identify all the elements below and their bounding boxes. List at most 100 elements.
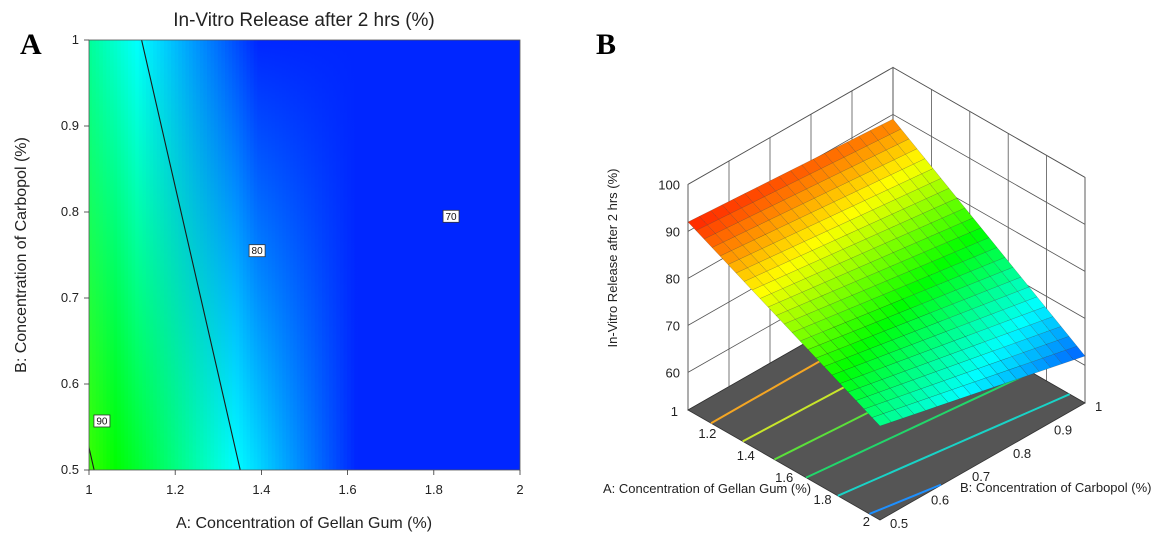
heatmap-strip — [207, 40, 212, 470]
heatmap-strip — [390, 40, 395, 470]
heatmap-strip — [422, 40, 428, 470]
heatmap-strip — [440, 40, 446, 470]
surface-facet — [1057, 335, 1078, 351]
surface-facet — [1025, 296, 1046, 312]
contour-chart-title: In-Vitro Release after 2 hrs (%) — [173, 10, 435, 31]
heatmap-strip — [163, 40, 169, 470]
surface-facet — [1049, 326, 1070, 341]
heatmap-strip — [379, 40, 385, 470]
heatmap-strip — [487, 40, 492, 470]
heatmap-strip — [411, 40, 417, 470]
contour-label-box — [442, 209, 460, 223]
heatmap-strip — [181, 40, 187, 470]
heatmap-strip — [185, 40, 191, 470]
heatmap-strip — [393, 40, 399, 470]
heatmap-strip — [454, 40, 460, 470]
y-tick-label: 0.5 — [61, 462, 79, 477]
heatmap-strip — [505, 40, 510, 470]
heatmap-strip — [321, 40, 327, 470]
heatmap-strip — [89, 40, 94, 470]
x3d-tick-label: 1 — [671, 404, 678, 419]
y3d-tick-label: 0.9 — [1054, 422, 1072, 437]
x3d-tick-label: 1.4 — [737, 448, 755, 463]
z-tick-label: 80 — [666, 271, 680, 286]
heatmap-strip — [178, 40, 183, 470]
surface-y-axis-label: B: Concentration of Carbopol (%) — [960, 480, 1151, 495]
heatmap-strip — [110, 40, 115, 470]
z-tick-label: 100 — [658, 177, 680, 192]
heatmap-strip — [375, 40, 381, 470]
heatmap-strip — [357, 40, 363, 470]
heatmap-strip — [196, 40, 201, 470]
x3d-tick-label: 1.2 — [698, 426, 716, 441]
heatmap-strip — [171, 40, 176, 470]
surface-facet — [1033, 306, 1054, 322]
heatmap-strip — [203, 40, 209, 470]
heatmap-strip — [508, 40, 514, 470]
heatmap-strip — [268, 40, 273, 470]
x-tick-label: 1.4 — [252, 482, 270, 497]
heatmap-strip — [472, 40, 478, 470]
floor-contour — [869, 483, 942, 515]
response-surface — [687, 118, 1086, 427]
y-tick-label: 0.6 — [61, 376, 79, 391]
contour-x-axis-label: A: Concentration of Gellan Gum (%) — [176, 515, 432, 532]
heatmap-strip — [174, 40, 180, 470]
heatmap-strip — [451, 40, 456, 470]
x-tick-label: 2 — [516, 482, 523, 497]
y3d-tick-label: 0.8 — [1013, 446, 1031, 461]
heatmap-strip — [106, 40, 112, 470]
heatmap-strip — [224, 40, 230, 470]
heatmap-strip — [429, 40, 435, 470]
heatmap-strip — [142, 40, 147, 470]
heatmap-strip — [156, 40, 162, 470]
heatmap-strip — [383, 40, 388, 470]
heatmap-strip — [325, 40, 331, 470]
surface-facet — [993, 256, 1014, 273]
heatmap-strip — [408, 40, 413, 470]
heatmap-strip — [120, 40, 126, 470]
contour-y-axis-label: B: Concentration of Carbopol (%) — [13, 137, 30, 373]
heatmap-strip — [476, 40, 481, 470]
heatmap-strip — [149, 40, 155, 470]
heatmap-strip — [307, 40, 313, 470]
heatmap-strip — [365, 40, 370, 470]
heatmap-strip — [153, 40, 158, 470]
heatmap-strip — [339, 40, 345, 470]
heatmap-strip — [343, 40, 349, 470]
contour-label-70: 70 — [445, 212, 457, 223]
contour-label-box — [93, 414, 111, 428]
heatmap-strip — [286, 40, 291, 470]
x-tick-label: 1.2 — [166, 482, 184, 497]
z-tick-label: 70 — [666, 318, 680, 333]
heatmap-strip — [347, 40, 352, 470]
heatmap-strip — [329, 40, 334, 470]
y3d-tick-label: 0.6 — [931, 493, 949, 508]
heatmap-strip — [131, 40, 137, 470]
heatmap-strip — [311, 40, 316, 470]
heatmap-strip — [404, 40, 410, 470]
panel-b-label: B — [596, 28, 616, 61]
heatmap-strip — [368, 40, 374, 470]
heatmap-strip — [300, 40, 305, 470]
x3d-tick-label: 1.8 — [814, 492, 832, 507]
y3d-tick-label: 1 — [1095, 399, 1102, 414]
heatmap-strip — [210, 40, 216, 470]
heatmap-strip — [264, 40, 270, 470]
heatmap-strip — [278, 40, 284, 470]
heatmap-strip — [235, 40, 241, 470]
heatmap-strip — [128, 40, 133, 470]
heatmap-strip — [102, 40, 108, 470]
heatmap-strip — [361, 40, 367, 470]
contour-plot-frame — [88, 39, 521, 471]
heatmap-strip — [318, 40, 323, 470]
floor-contour — [837, 393, 1071, 497]
x-tick-label: 1 — [85, 482, 92, 497]
y3d-tick-label: 0.5 — [890, 516, 908, 531]
surface-facet — [1017, 286, 1038, 302]
heatmap-strip — [117, 40, 122, 470]
heatmap-strip — [426, 40, 431, 470]
heatmap-strip — [400, 40, 406, 470]
heatmap-strip — [275, 40, 280, 470]
